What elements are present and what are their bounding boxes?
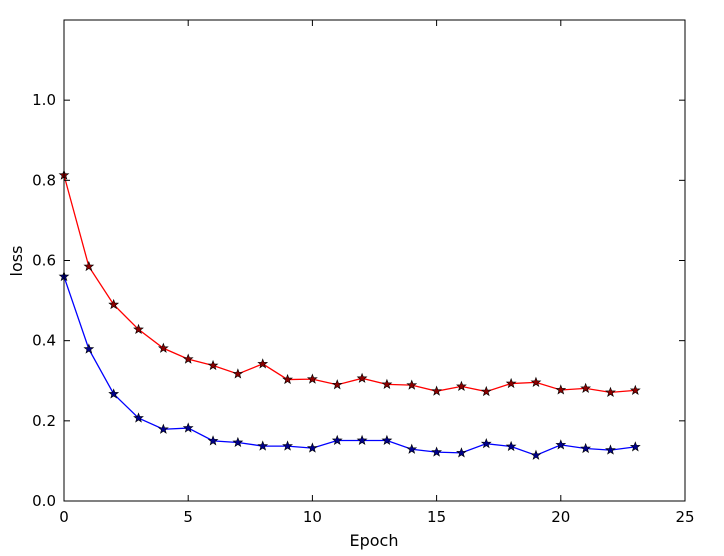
series-1-point <box>282 440 293 451</box>
y-tick-label: 1.0 <box>32 91 56 109</box>
x-tick-label: 20 <box>551 508 570 526</box>
series-0 <box>58 169 641 397</box>
series-1-point <box>605 444 616 455</box>
x-axis-label: Epoch <box>350 531 399 550</box>
series-0-point <box>307 373 318 384</box>
series-1-point <box>580 442 592 454</box>
series-1-point <box>133 412 144 423</box>
x-tick-label: 10 <box>303 508 322 526</box>
series-0-point <box>505 377 517 389</box>
series-0-point <box>480 385 492 397</box>
series-1 <box>58 270 641 460</box>
series-1-point <box>456 447 467 458</box>
series-0-point <box>157 342 169 353</box>
series-0-point <box>83 260 95 272</box>
series-1-point <box>530 449 542 460</box>
y-axis-label: loss <box>7 246 26 277</box>
series-0-point <box>232 368 244 379</box>
plot-frame <box>63 19 686 502</box>
series-1-point <box>381 434 393 446</box>
series-1-point <box>629 441 641 452</box>
series-0-point <box>108 298 120 310</box>
series-1-point <box>257 440 269 451</box>
series-1-point <box>431 446 442 457</box>
series-0-point <box>580 382 592 393</box>
series-0-point <box>356 372 368 383</box>
series-1-point <box>555 439 567 450</box>
series-1-point <box>356 434 368 446</box>
series-1-point <box>307 442 318 453</box>
y-tick-label: 0.4 <box>32 332 56 350</box>
series-0-point <box>207 359 219 371</box>
y-tick-label: 0.8 <box>32 171 56 189</box>
x-tick-label: 15 <box>427 508 446 526</box>
series-0-point <box>381 378 393 389</box>
series-0-point <box>629 384 641 395</box>
series-0-point <box>431 385 442 396</box>
series-0-point <box>605 386 616 397</box>
series-0-point <box>282 373 293 385</box>
series-0-point <box>182 353 194 364</box>
ticks-layer: 0 5 10 15 20 25 0.0 0.2 0.4 0.6 0.8 1.0 <box>32 20 695 526</box>
series-1-point <box>207 435 219 446</box>
series-1-point <box>331 434 343 446</box>
series-1-point <box>232 436 244 448</box>
series-1-point <box>108 388 120 399</box>
x-tick-label: 5 <box>183 508 193 526</box>
series-1-point <box>83 343 95 354</box>
series-0-point <box>331 379 343 390</box>
series-layer <box>58 169 641 460</box>
series-1-point <box>182 422 194 433</box>
series-0-point <box>555 384 567 395</box>
series-0-point <box>133 323 144 335</box>
y-tick-label: 0.0 <box>32 492 56 510</box>
y-tick-label: 0.6 <box>32 252 56 270</box>
series-0-point <box>257 358 269 369</box>
series-0-point <box>530 376 542 387</box>
series-0-point <box>406 379 418 390</box>
series-1-point <box>406 443 418 454</box>
series-1-point <box>157 423 169 434</box>
x-tick-label: 25 <box>675 508 694 526</box>
y-tick-label: 0.2 <box>32 412 56 430</box>
x-tick-label: 0 <box>59 508 69 526</box>
series-1-line <box>63 276 636 457</box>
series-0-point <box>456 380 467 391</box>
series-1-point <box>505 440 517 452</box>
series-0-line <box>63 174 636 394</box>
series-1-point <box>480 438 492 449</box>
